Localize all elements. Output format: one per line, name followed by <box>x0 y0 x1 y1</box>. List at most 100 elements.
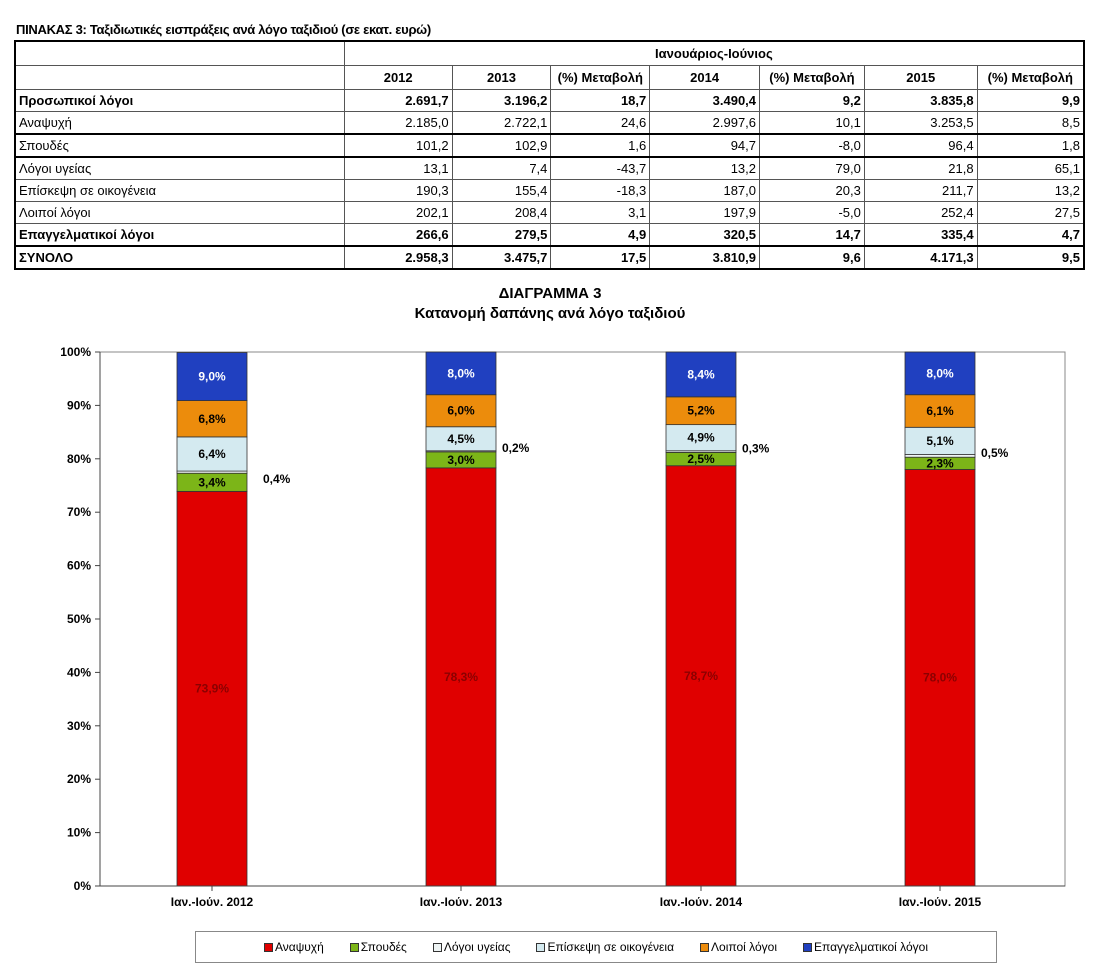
bar-segment <box>665 424 737 452</box>
y-tick-label: 90% <box>67 398 91 412</box>
period-header: Ιανουάριος-Ιούνιος <box>343 40 1085 66</box>
bar-segment <box>425 394 497 428</box>
bar-segment <box>904 394 976 428</box>
data-label: 2,5% <box>687 452 715 466</box>
cell: 4,7 <box>976 223 1085 247</box>
cell: 202,1 <box>343 201 453 224</box>
data-label: 5,1% <box>926 434 954 448</box>
legend-label: Αναψυχή <box>274 940 324 954</box>
cell: 3,1 <box>550 201 651 224</box>
cell: 3.475,7 <box>451 245 552 270</box>
table-caption: ΠΙΝΑΚΑΣ 3: Ταξιδιωτικές εισπράξεις ανά λ… <box>16 22 431 37</box>
cell: 14,7 <box>759 223 865 247</box>
x-tick-label: Ιαν.-Ιούν. 2013 <box>420 895 503 909</box>
legend-item: Επίσκεψη σε οικογένεια <box>536 940 674 954</box>
legend-item: Αναψυχή <box>263 940 324 954</box>
data-label: 78,0% <box>923 671 957 685</box>
legend-swatch <box>349 942 359 952</box>
cell: 335,4 <box>863 223 978 247</box>
cell: 3.253,5 <box>863 111 978 135</box>
table-row: Σπουδές 101,2 102,9 1,6 94,7 -8,0 96,4 1,8 <box>14 133 1085 158</box>
cell: 2.691,7 <box>343 89 453 112</box>
cell: 18,7 <box>550 89 651 112</box>
x-tick-label: Ιαν.-Ιούν. 2012 <box>171 895 254 909</box>
data-label: 5,2% <box>687 404 715 418</box>
column-header: (%) Μεταβολή <box>976 65 1085 90</box>
legend-swatch <box>803 942 812 952</box>
data-label: 6,4% <box>198 447 226 461</box>
data-label: 8,0% <box>447 366 475 380</box>
data-label: 8,0% <box>926 366 954 380</box>
cell: 252,4 <box>863 201 978 224</box>
plot-area <box>99 351 1066 887</box>
data-label: 4,5% <box>447 432 475 446</box>
chart-subtitle: Κατανομή δαπάνης ανά λόγο ταξιδιού <box>414 305 686 322</box>
legend-label: Λόγοι υγείας <box>443 940 511 954</box>
cell: 211,7 <box>863 179 978 202</box>
data-label: 0,4% <box>263 472 291 486</box>
y-tick-label: 40% <box>67 665 91 679</box>
cell: 9,6 <box>759 245 865 270</box>
cell: 2.997,6 <box>649 111 761 135</box>
chart-title: ΔΙΑΓΡΑΜΜΑ 3 <box>498 285 602 302</box>
row-label: ΣΥΝΟΛΟ <box>14 245 345 270</box>
data-label: 3,0% <box>447 453 475 467</box>
data-label: 6,1% <box>926 404 954 418</box>
cell: -5,0 <box>759 201 865 224</box>
cell: 8,5 <box>976 111 1085 135</box>
cell: 3.810,9 <box>649 245 761 270</box>
table-row: Λόγοι υγείας 13,1 7,4 -43,7 13,2 79,0 21,8 65,1 <box>14 156 1085 180</box>
data-label: 0,2% <box>502 441 530 455</box>
bar-segment <box>176 490 248 887</box>
table-row: ΣΥΝΟΛΟ 2.958,3 3.475,7 17,5 3.810,9 9,6 4.171,… <box>14 245 1085 270</box>
cell: 27,5 <box>976 201 1085 224</box>
y-tick-label: 50% <box>67 612 91 626</box>
data-label: 6,0% <box>447 404 475 418</box>
legend-label: Επαγγελματικοί λόγοι <box>814 940 929 954</box>
cell: 2.722,1 <box>451 111 552 135</box>
row-label: Επαγγελματικοί λόγοι <box>14 223 345 247</box>
data-label: 78,3% <box>444 670 478 684</box>
data-label: 3,4% <box>198 475 226 489</box>
cell: 10,1 <box>759 111 865 135</box>
cell: 24,6 <box>550 111 651 135</box>
legend-label: Σπουδές <box>360 940 407 954</box>
table-row: Λοιποί λόγοι 202,1 208,4 3,1 197,9 -5,0 252,4 2… <box>14 201 1085 224</box>
y-tick-label: 100% <box>60 345 91 359</box>
cell: 9,9 <box>976 89 1085 112</box>
data-label: 0,3% <box>742 441 770 455</box>
cell: 9,2 <box>759 89 865 112</box>
bar-segment <box>176 352 248 401</box>
data-label: 9,0% <box>198 370 226 384</box>
data-label: 6,8% <box>198 412 226 426</box>
legend-label: Λοιποί λόγοι <box>711 940 777 954</box>
table-row: Επαγγελματικοί λόγοι 266,6 279,5 4,9 320,5 14… <box>14 223 1085 247</box>
column-header: 2015 <box>863 65 978 90</box>
y-tick-label: 70% <box>67 505 91 519</box>
legend-item: Επαγγελματικοί λόγοι <box>803 940 928 954</box>
data-label: 2,3% <box>926 456 954 470</box>
table-row: Προσωπικοί λόγοι 2.691,7 3.196,2 18,7 3.490,… <box>14 89 1085 112</box>
row-label: Αναψυχή <box>14 111 345 135</box>
bar-segment <box>665 465 737 887</box>
bar-segment <box>904 351 976 396</box>
x-tick-label: Ιαν.-Ιούν. 2015 <box>899 895 982 909</box>
cell: 9,5 <box>976 245 1085 270</box>
cell: 1,6 <box>550 133 651 158</box>
cell: 4,9 <box>550 223 651 247</box>
data-table: Ιανουάριος-Ιούνιος 2012 2013 (%) Μεταβολή 2… <box>14 40 1085 270</box>
y-tick-label: 60% <box>67 559 91 573</box>
cell: 279,5 <box>451 223 552 247</box>
bar-segment <box>904 454 976 458</box>
cell: 208,4 <box>451 201 552 224</box>
cell: 1,8 <box>976 133 1085 158</box>
column-header: 2012 <box>343 65 453 90</box>
legend-item: Λόγοι υγείας <box>432 940 511 954</box>
data-label: 8,4% <box>687 367 715 381</box>
row-label: Λοιποί λόγοι <box>14 201 345 224</box>
column-header: (%) Μεταβολή <box>759 65 865 90</box>
legend-swatch <box>263 942 273 952</box>
row-label: Σπουδές <box>14 133 345 158</box>
cell: 102,9 <box>451 133 552 158</box>
